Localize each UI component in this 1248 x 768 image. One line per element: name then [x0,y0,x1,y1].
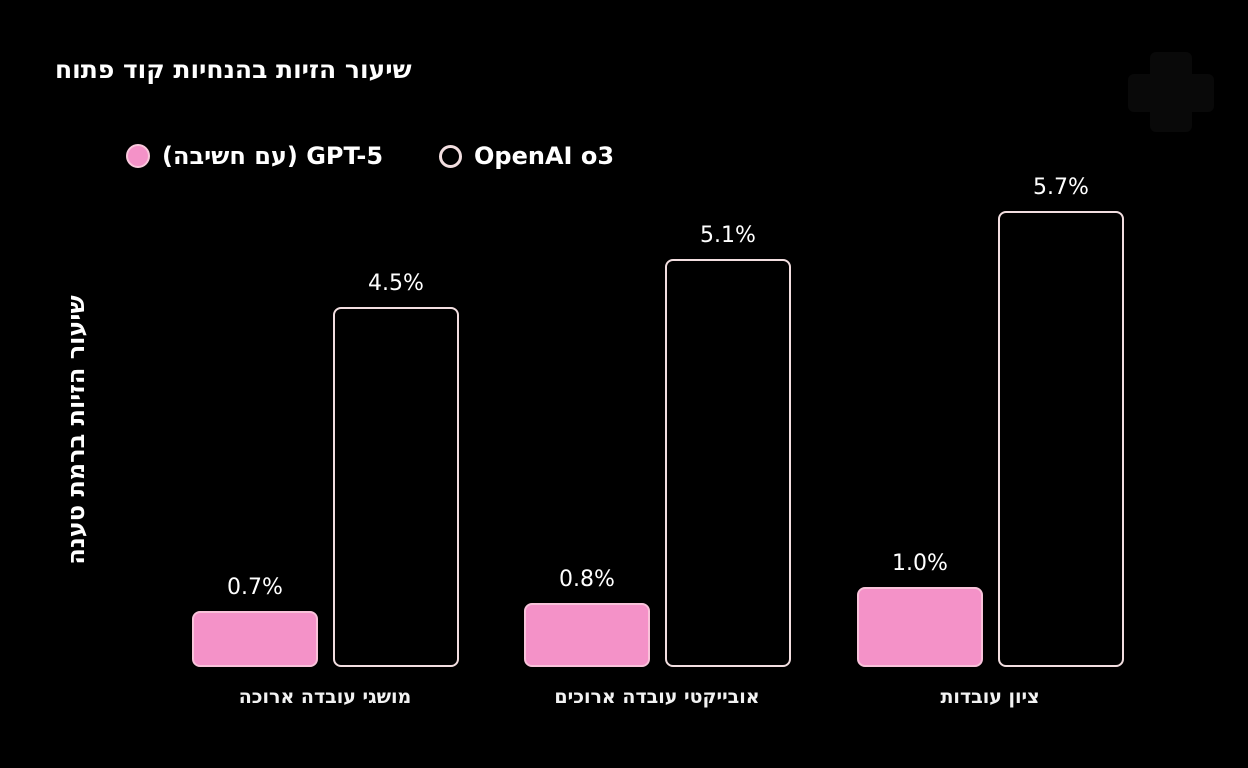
filled-circle-icon [126,144,150,168]
bar-o3 [333,307,459,667]
legend-label-gpt5: GPT-5 (עם חשיבה) [162,142,384,170]
bar-value-label: 4.5% [368,271,424,296]
bar-o3 [665,259,791,667]
watermark-shape-part [1150,52,1192,132]
watermark-shape [1128,52,1214,132]
bar-value-label: 1.0% [892,551,948,576]
category-label: ציון עובדות [940,686,1040,708]
bar-o3 [998,211,1124,667]
bar-gpt5 [192,611,318,667]
outlined-circle-icon [439,144,463,168]
legend-item-gpt5: GPT-5 (עם חשיבה) [126,142,383,170]
bar-value-label: 0.7% [227,575,283,600]
bar-value-label: 0.8% [559,567,615,592]
category-label: אובייקטי עובדה ארוכים [554,686,760,708]
bar-gpt5 [857,587,983,667]
bar-gpt5 [524,603,650,667]
bar-value-label: 5.1% [700,223,756,248]
chart-title: שיעור הזיות בהנחיות קוד פתוח [55,55,412,84]
category-label: מושגי עובדה ארוכה [238,686,412,708]
legend-item-o3: OpenAI o3 [439,142,614,170]
legend-label-o3: OpenAI o3 [474,142,615,170]
legend: GPT-5 (עם חשיבה) OpenAI o3 [126,142,614,170]
bar-value-label: 5.7% [1033,175,1089,200]
